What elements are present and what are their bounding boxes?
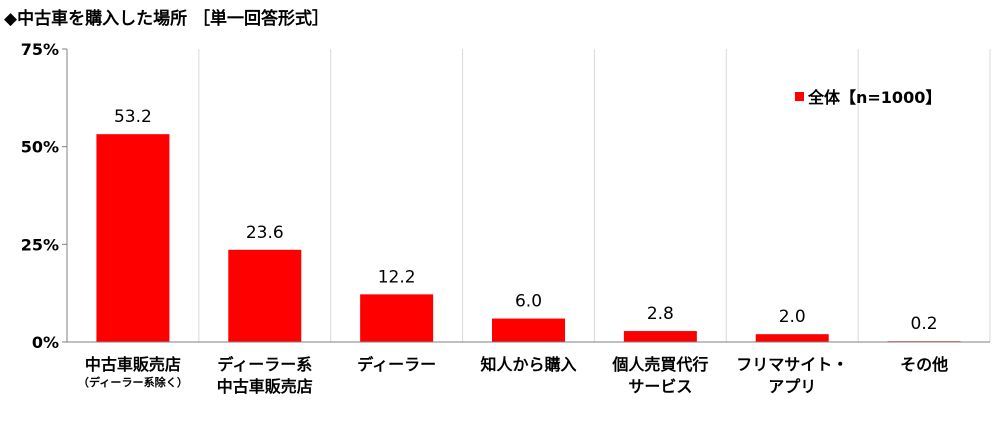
x-tick-label: 中古車販売店 [217, 377, 313, 396]
bar [96, 134, 170, 342]
bar [492, 318, 565, 342]
data-label: 6.0 [515, 292, 542, 312]
bar [755, 334, 829, 342]
legend: 全体【n=1000】 [795, 88, 941, 107]
bar [228, 249, 302, 342]
y-tick-label: 50% [21, 138, 59, 157]
bar [360, 294, 434, 342]
y-tick-labels: 0% 25% 50% 75% [21, 40, 59, 352]
x-tick-label: アプリ [768, 377, 816, 396]
y-tick-label: 0% [32, 333, 59, 352]
y-tick-label: 75% [21, 40, 59, 59]
x-tick-label: 知人から購入 [480, 355, 576, 374]
data-label: 12.2 [378, 267, 416, 287]
legend-swatch [795, 92, 804, 101]
x-tick-label: ディーラー [357, 355, 436, 374]
data-label: 2.8 [647, 304, 674, 324]
x-tick-label: （ディーラー系除く） [78, 375, 188, 389]
grid-lines [198, 49, 991, 342]
bar [623, 331, 697, 342]
y-tick-label: 25% [21, 235, 59, 254]
x-tick-label: サービス [628, 377, 692, 396]
chart-title: ◆中古車を購入した場所 ［単一回答形式］ [4, 9, 329, 29]
data-label: 53.2 [114, 107, 152, 127]
x-tick-label: 中古車販売店 [85, 355, 181, 374]
x-tick-label: その他 [900, 355, 948, 374]
x-tick-label: 個人売買代行 [611, 355, 708, 374]
axes [62, 48, 990, 343]
x-tick-label: ディーラー系 [217, 355, 312, 374]
x-tick-label: フリマサイト・ [736, 355, 848, 374]
legend-label: 全体【n=1000】 [807, 88, 941, 107]
bars [96, 134, 961, 343]
x-tick-labels: 中古車販売店（ディーラー系除く）ディーラー系中古車販売店ディーラー 知人から購入個… [78, 355, 948, 396]
data-label: 2.0 [779, 307, 806, 327]
data-labels: 53.2 23.6 12.2 6.0 2.8 2.0 0.2 [114, 107, 938, 334]
data-label: 0.2 [911, 314, 938, 334]
data-label: 23.6 [246, 223, 284, 243]
